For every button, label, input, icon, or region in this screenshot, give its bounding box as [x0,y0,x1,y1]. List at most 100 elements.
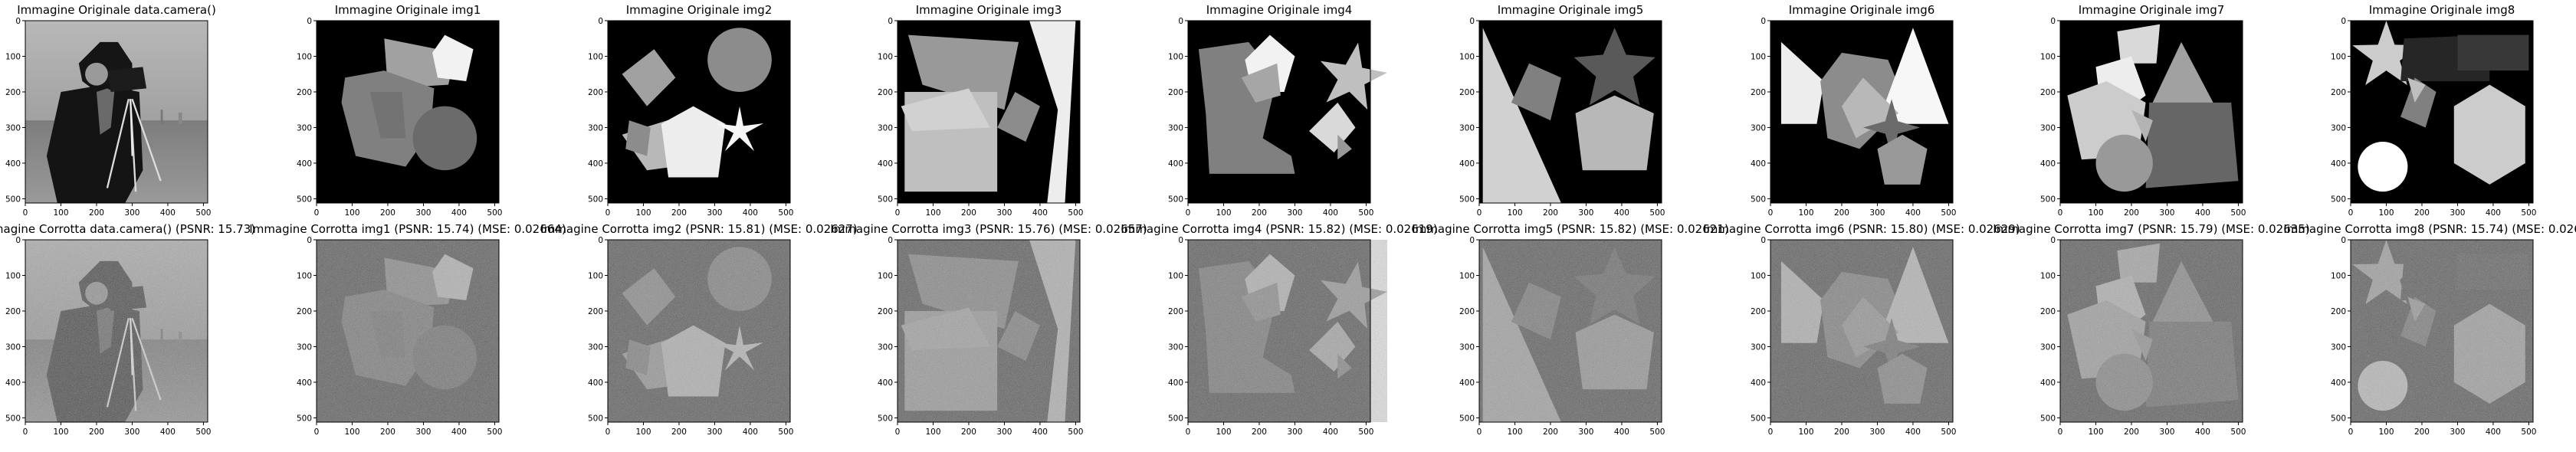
x-tick-label: 400 [2195,208,2210,218]
x-tick-label: 300 [707,208,722,218]
y-tick-label: 500 [5,195,21,204]
y-tick-label: 200 [588,307,603,316]
panel: Immagine Corrotta img6 (PSNR: 15.80) (MS… [1703,222,2020,437]
x-tick-label: 200 [1834,208,1849,218]
x-tick-label: 100 [1798,427,1813,437]
y-tick-label: 200 [1751,88,1766,97]
y-tick-label: 500 [1751,195,1766,204]
y-tick-label: 0 [2050,236,2056,245]
x-tick-label: 200 [1543,427,1558,437]
shape-polygon [1241,63,1281,103]
image-area [1479,240,1662,422]
shape-polygon [901,88,990,132]
x-tick-label: 300 [996,208,1012,218]
axes-frame [316,20,500,204]
x-tick-label: 100 [1798,208,1813,218]
y-tick-label: 400 [588,159,603,169]
panel: Immagine Corrotta img2 (PSNR: 15.81) (MS… [540,222,857,437]
y-tick-label: 400 [2040,159,2056,169]
y-tick-label: 0 [598,236,603,245]
shape-polygon [369,91,406,139]
y-tick-label: 300 [588,123,603,133]
x-tick-label: 500 [487,427,502,437]
axes-frame [2059,239,2243,423]
panel-title: Immagine Originale img3 [916,3,1062,17]
shape-polygon [622,49,676,106]
shape-polygon [1482,28,1561,203]
x-tick-label: 200 [2124,427,2139,437]
shape-polygon [1841,77,1899,139]
y-tick-label: 400 [1459,159,1475,169]
y-tick-label: 500 [1459,195,1475,204]
y-tick-label: 100 [5,52,21,61]
shape-polygon [2149,260,2217,329]
x-tick-label: 500 [2521,208,2536,218]
x-tick-label: 400 [1032,427,1048,437]
x-tick-label: 0 [2058,427,2063,437]
y-tick-label: 300 [1168,342,1183,352]
x-tick-label: 400 [2486,208,2501,218]
y-tick-label: 400 [297,159,312,169]
x-tick-label: 0 [1477,427,1482,437]
x-tick-label: 0 [314,208,320,218]
shape-polygon [2145,321,2239,408]
x-tick-label: 0 [1477,208,1482,218]
y-tick-label: 100 [5,271,21,280]
camera-part [130,318,133,375]
camera-part [85,281,108,305]
image-area [317,240,499,422]
shape-polygon [661,325,726,397]
x-tick-label: 400 [1614,427,1629,437]
y-tick-label: 300 [297,123,312,133]
x-tick-label: 500 [778,208,793,218]
x-tick-label: 100 [1507,208,1522,218]
shape-polygon [1780,41,1824,124]
shape-polygon [1877,134,1928,185]
image-area [2060,240,2243,422]
x-tick-label: 400 [1323,208,1338,218]
axes-frame [316,239,500,423]
x-tick-label: 0 [605,427,611,437]
x-tick-label: 100 [925,427,940,437]
y-tick-label: 400 [2040,378,2056,388]
shape-polygon [901,307,990,351]
y-tick-label: 100 [878,52,893,61]
panel-title: Immagine Originale img1 [335,3,481,17]
camera-part [46,84,143,204]
shape-polygon [1575,95,1654,171]
y-tick-label: 400 [5,378,21,388]
x-tick-label: 400 [1905,427,1921,437]
shape-polygon [2407,77,2426,103]
x-tick-label: 300 [707,427,722,437]
y-tick-label: 300 [878,123,893,133]
x-tick-label: 500 [1358,208,1373,218]
y-tick-label: 200 [1459,307,1475,316]
x-tick-label: 200 [2414,208,2430,218]
panel-title: Immagine Originale img5 [1498,3,1644,17]
camera-part [160,329,163,343]
panel: Immagine Corrotta img4 (PSNR: 15.82) (MS… [1121,222,1437,437]
camera-part [96,88,115,135]
x-tick-label: 100 [635,427,651,437]
axes-frame [1187,20,1371,204]
camera-part [46,303,143,422]
panel-title: Immagine Corrotta img5 (PSNR: 15.82) (MS… [1412,222,1728,236]
x-tick-label: 100 [925,208,940,218]
x-tick-label: 100 [635,208,651,218]
x-tick-label: 100 [344,427,359,437]
x-tick-label: 0 [2348,208,2354,218]
camera-part [106,98,130,188]
y-tick-label: 100 [2331,271,2346,280]
x-tick-label: 100 [2088,208,2103,218]
y-tick-label: 0 [1178,236,1183,245]
axes-frame [25,239,208,423]
shape-polygon [1877,28,1949,124]
x-tick-label: 400 [451,208,467,218]
x-tick-label: 0 [895,427,901,437]
x-tick-label: 0 [605,208,611,218]
panel-title: Immagine Corrotta img8 (PSNR: 15.74) (MS… [2283,222,2576,236]
x-tick-label: 300 [996,427,1012,437]
shape-polygon [2400,77,2437,128]
